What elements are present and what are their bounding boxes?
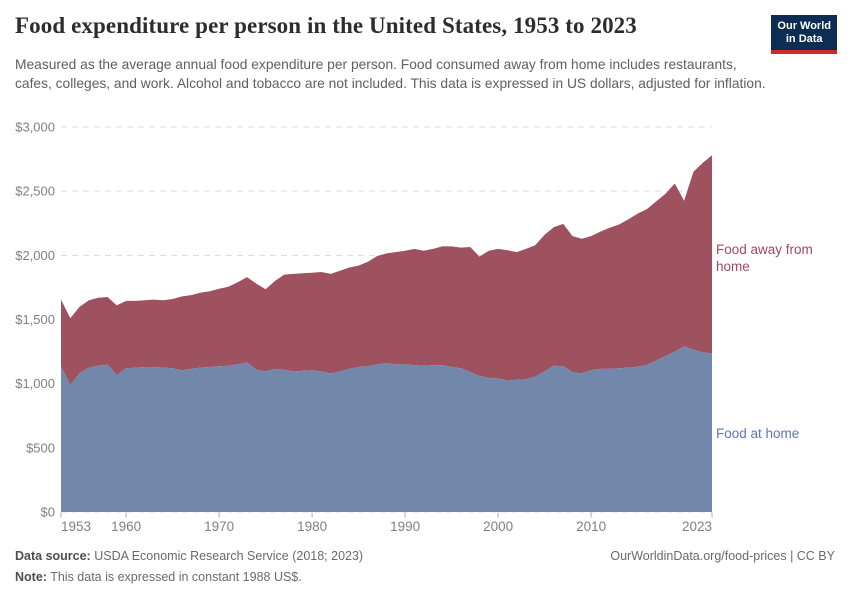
data-source-label: Data source: (15, 549, 91, 563)
x-tick-label: 2023 (682, 519, 712, 534)
area-food-away-from-home (61, 155, 712, 385)
y-tick-label: $0 (41, 505, 55, 520)
data-source-text: USDA Economic Research Service (2018; 20… (90, 549, 364, 563)
owid-logo-line1: Our World (777, 20, 831, 32)
y-tick-label: $1,500 (15, 312, 55, 327)
page-title: Food expenditure per person in the Unite… (15, 13, 637, 38)
owid-logo-line2: in Data (785, 33, 823, 46)
y-tick-label: $2,000 (15, 248, 55, 263)
x-tick-label: 1980 (297, 519, 327, 534)
x-tick-label: 1953 (61, 519, 91, 534)
x-tick-label: 2010 (576, 519, 606, 534)
series-label-food-away-from-home: Food away from home (716, 242, 813, 274)
chart-footer: Data source: USDA Economic Research Serv… (15, 546, 835, 587)
y-tick-label: $3,000 (15, 120, 55, 135)
chart-subtitle: Measured as the average annual food expe… (15, 57, 766, 91)
y-tick-label: $1,000 (15, 376, 55, 391)
note-line: Note: This data is expressed in constant… (15, 567, 835, 588)
x-tick-label: 1990 (390, 519, 420, 534)
y-tick-label: $500 (26, 440, 55, 455)
data-source-line: Data source: USDA Economic Research Serv… (15, 546, 363, 567)
area-food-at-home (61, 346, 712, 512)
note-text: This data is expressed in constant 1988 … (46, 569, 302, 584)
owid-url-link[interactable]: OurWorldinData.org/food-prices | CC BY (610, 549, 835, 563)
owid-logo: Our World in Data (771, 15, 837, 55)
note-label: Note: (15, 569, 47, 584)
y-tick-label: $2,500 (15, 184, 55, 199)
x-tick-label: 1960 (111, 519, 141, 534)
series-label-food-at-home: Food at home (716, 426, 800, 441)
x-tick-label: 1970 (204, 519, 234, 534)
x-tick-label: 2000 (483, 519, 513, 534)
